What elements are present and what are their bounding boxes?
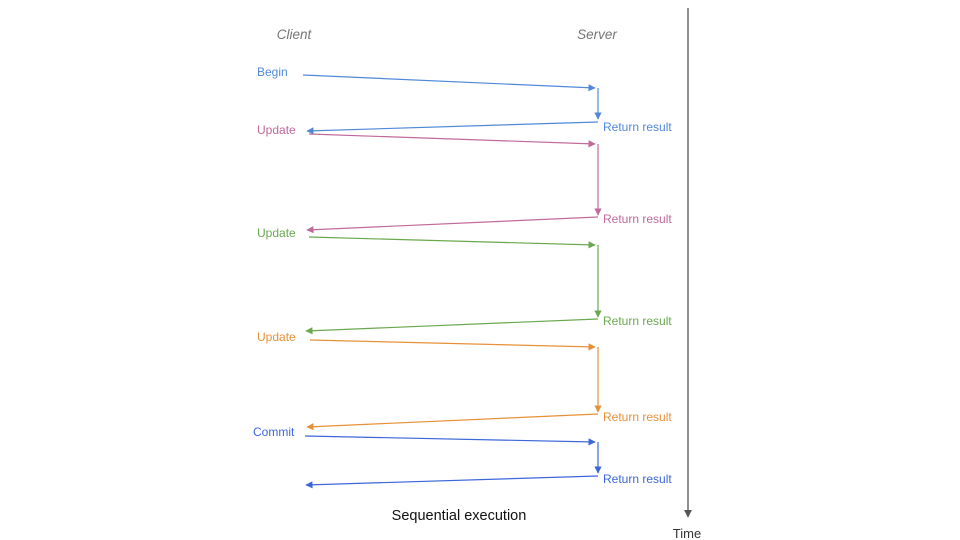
return-arrow <box>306 216 599 234</box>
request-arrow <box>304 435 596 446</box>
request-arrow <box>308 133 596 148</box>
operation-begin: Begin Return result <box>257 65 672 135</box>
diagram-title: Sequential execution <box>392 508 527 524</box>
return-result-label: Return result <box>603 410 672 424</box>
return-result-label: Return result <box>603 472 672 486</box>
return-result-label: Return result <box>603 314 672 328</box>
operation-label: Update <box>257 226 296 240</box>
return-arrow <box>306 121 599 135</box>
return-arrow <box>306 413 599 431</box>
operation-update: Update Return result <box>257 123 672 234</box>
server-lane-header: Server <box>577 27 617 42</box>
operation-commit: Commit Return result <box>253 425 672 489</box>
operation-update: Update Return result <box>257 330 672 431</box>
operation-label: Begin <box>257 65 288 79</box>
client-lane-header: Client <box>277 27 313 42</box>
operation-label: Commit <box>253 425 295 439</box>
request-arrow <box>309 339 596 351</box>
time-axis-label: Time <box>673 526 701 540</box>
operation-label: Update <box>257 330 296 344</box>
operation-label: Update <box>257 123 296 137</box>
request-arrow <box>308 236 596 249</box>
request-arrow <box>302 74 596 92</box>
operation-update: Update Return result <box>257 226 672 335</box>
return-arrow <box>305 318 599 335</box>
return-result-label: Return result <box>603 120 672 134</box>
return-arrow <box>305 475 599 489</box>
return-result-label: Return result <box>603 212 672 226</box>
